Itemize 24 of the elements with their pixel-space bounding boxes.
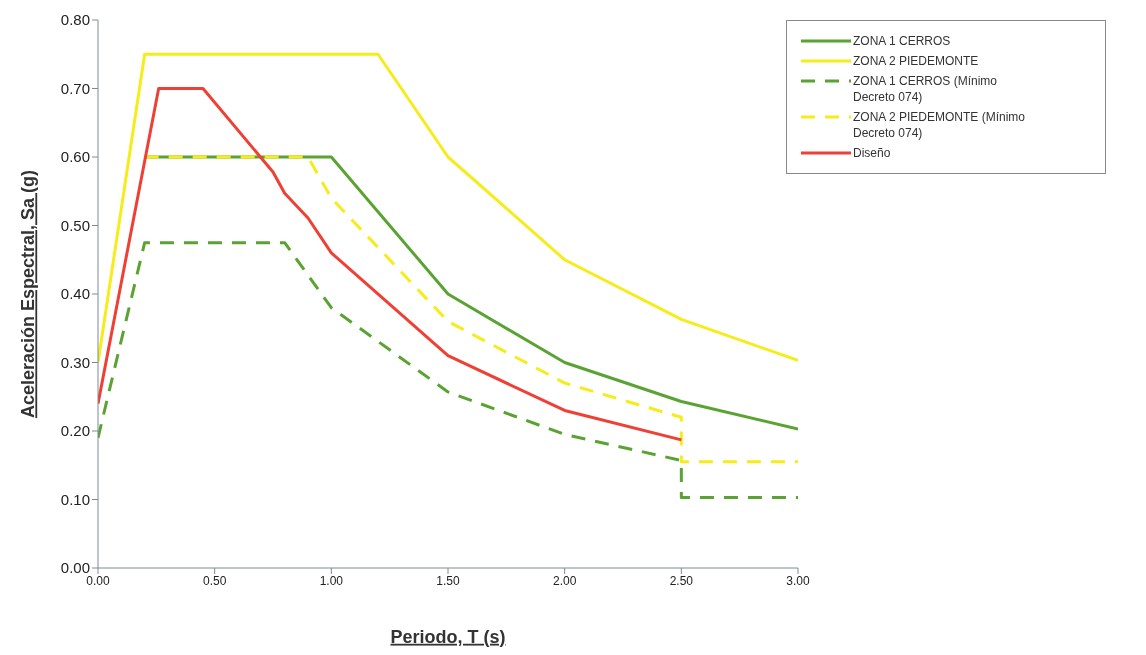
y-tick-label: 0.70 xyxy=(60,79,90,97)
y-tick-label: 0.30 xyxy=(60,353,90,371)
x-tick-label: 1.00 xyxy=(319,573,344,588)
x-tick-label: 0.50 xyxy=(202,573,227,588)
y-tick-label: 0.40 xyxy=(60,285,90,303)
line-series xyxy=(98,241,798,499)
y-axis-title: Aceleración Espectral, Sa (g) xyxy=(18,169,39,419)
y-tick-label: 0.60 xyxy=(60,148,90,166)
legend-label: ZONA 2 PIEDEMONTE xyxy=(853,53,980,69)
y-tick-label: 0.10 xyxy=(60,490,90,508)
legend-label: ZONA 2 PIEDEMONTE (Mínimo Decreto 074) xyxy=(853,109,1027,141)
y-tick-label: 0.20 xyxy=(60,422,90,440)
legend-label: ZONA 1 CERROS (Mínimo Decreto 074) xyxy=(853,73,999,105)
legend-label: ZONA 1 CERROS xyxy=(853,33,952,49)
x-tick-label: 2.50 xyxy=(669,573,694,588)
line-series xyxy=(98,87,683,442)
y-tick-label: 0.50 xyxy=(60,216,90,234)
x-axis-title: Periodo, T (s) xyxy=(390,626,506,647)
x-tick-label: 1.50 xyxy=(436,573,460,588)
x-tick-label: 2.00 xyxy=(552,573,577,588)
y-tick-label: 0.80 xyxy=(60,11,90,29)
x-tick-label: 3.00 xyxy=(786,573,810,588)
legend-label: Diseño xyxy=(853,145,892,161)
line-series xyxy=(98,52,798,364)
